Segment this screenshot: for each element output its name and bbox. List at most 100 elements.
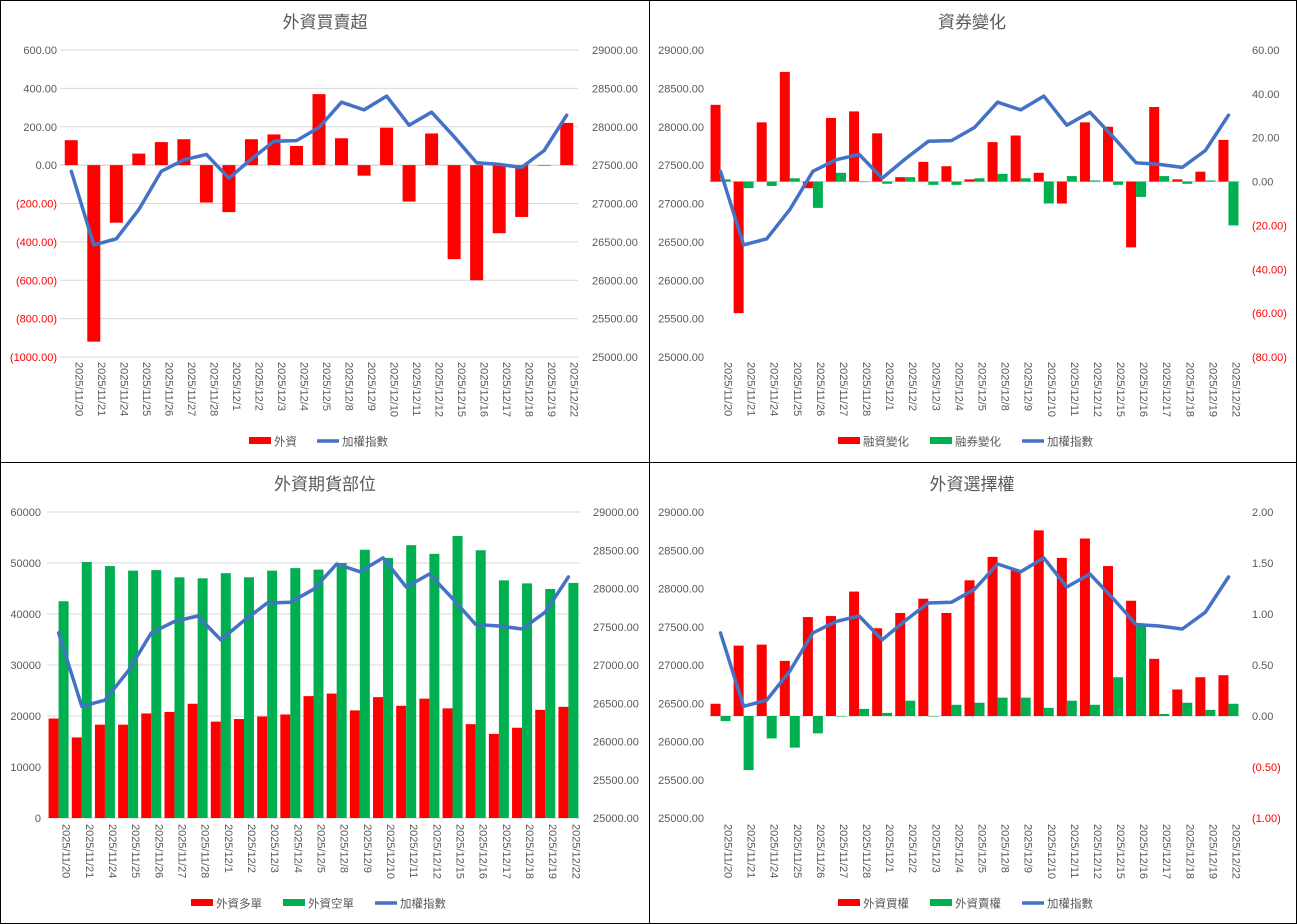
bar-secondary xyxy=(1228,703,1239,716)
bar-secondary xyxy=(1020,178,1031,182)
x-axis-date-label: 2025/11/26 xyxy=(814,362,826,416)
bar-primary xyxy=(312,94,326,166)
x-axis-date-label: 2025/11/21 xyxy=(83,824,95,878)
right-axis-tick-label: 27000.00 xyxy=(593,660,639,672)
bar-primary xyxy=(964,179,975,182)
right-axis-tick-label: 25500.00 xyxy=(592,314,638,326)
bar-primary xyxy=(1195,677,1206,716)
bar-primary xyxy=(1010,570,1021,716)
bar-primary xyxy=(87,165,101,342)
bar-secondary xyxy=(951,181,962,185)
left-axis-tick-label: 29000.00 xyxy=(658,45,704,57)
x-axis-date-label: 2025/12/11 xyxy=(1068,824,1080,878)
x-axis-date-label: 2025/12/18 xyxy=(1183,824,1195,879)
left-axis-tick-label: 26000.00 xyxy=(658,275,704,287)
bar-secondary xyxy=(220,573,231,818)
bar-primary xyxy=(1103,126,1114,182)
index-line xyxy=(56,556,571,709)
bar-secondary xyxy=(743,716,754,771)
x-axis-date-label: 2025/12/15 xyxy=(1114,824,1126,879)
bar-primary xyxy=(895,177,906,182)
bar-primary xyxy=(560,122,574,166)
legend-label: 加權指數 xyxy=(1047,897,1093,911)
left-axis-tick-label: (1000.00) xyxy=(10,352,57,364)
right-axis-tick-label: 29000.00 xyxy=(593,507,639,519)
left-axis-tick-label: (800.00) xyxy=(16,314,57,326)
left-axis-tick-label: 30000 xyxy=(10,660,41,672)
x-axis-date-label: 2025/12/16 xyxy=(1137,362,1149,417)
margin-change-chart: 資券變化 25000.00 25500.00 26000.00 26500.00 2700… xyxy=(658,13,1287,449)
left-axis-tick-label: 26000.00 xyxy=(658,737,704,749)
legend-label: 融資變化 xyxy=(863,435,909,449)
bar-secondary xyxy=(1043,181,1054,204)
bar-secondary xyxy=(835,172,846,182)
bar-primary xyxy=(419,698,430,818)
bar-primary xyxy=(257,716,268,818)
bar-secondary xyxy=(58,601,69,818)
index-line xyxy=(69,94,569,247)
bar-primary xyxy=(380,127,394,166)
bar-primary xyxy=(964,580,975,716)
bar-primary xyxy=(872,628,883,716)
bar-primary xyxy=(132,153,146,166)
left-axis-tick-label: 26500.00 xyxy=(658,698,704,710)
left-axis-tick-label: 40000 xyxy=(10,609,41,621)
right-axis-tick-label: 28000.00 xyxy=(592,122,638,134)
right-axis-tick-label: 28000.00 xyxy=(593,584,639,596)
x-axis-date-label: 2025/11/20 xyxy=(60,824,72,878)
right-axis-tick-label: 28500.00 xyxy=(593,545,639,557)
x-axis-date-label: 2025/12/17 xyxy=(1160,824,1172,879)
bar-secondary xyxy=(1159,713,1170,716)
bar-secondary xyxy=(81,561,92,818)
chart-panel-options: 外資選擇權 25000.00 25500.00 26000.00 26500.00 270… xyxy=(649,462,1297,924)
bar-primary xyxy=(1149,658,1160,716)
bar-secondary xyxy=(1182,181,1193,184)
bar-primary xyxy=(1103,566,1114,716)
legend-label: 外資 xyxy=(274,435,297,449)
x-axis-date-label: 2025/11/26 xyxy=(814,824,826,878)
x-axis-date-label: 2025/11/24 xyxy=(768,362,780,416)
bar-secondary xyxy=(859,708,870,716)
bar-secondary xyxy=(905,700,916,716)
x-axis-date-label: 2025/12/11 xyxy=(1068,362,1080,416)
x-axis-date-label: 2025/12/1 xyxy=(883,824,895,873)
bar-primary xyxy=(918,161,929,182)
x-axis-date-label: 2025/12/10 xyxy=(1045,362,1057,417)
x-axis-date-label: 2025/12/22 xyxy=(1229,362,1241,417)
bar-secondary xyxy=(174,577,185,818)
x-axis-date-label: 2025/11/24 xyxy=(768,824,780,878)
bar-secondary xyxy=(882,181,893,184)
legend-label: 外資多單 xyxy=(216,897,262,911)
bar-primary xyxy=(1218,675,1229,716)
right-axis-tick-label: 0.00 xyxy=(1252,177,1273,189)
x-axis-date-label: 2025/11/27 xyxy=(837,362,849,416)
right-axis-tick-label: (1.00) xyxy=(1252,813,1281,825)
x-axis-date-label: 2025/11/26 xyxy=(152,824,164,878)
x-axis-date-label: 2025/11/20 xyxy=(722,824,734,878)
x-axis-date-label: 2025/12/2 xyxy=(906,824,918,873)
right-axis-tick-label: 27000.00 xyxy=(592,199,638,211)
bar-secondary xyxy=(383,557,394,818)
legend-label: 融券變化 xyxy=(955,435,1001,449)
bar-primary xyxy=(733,645,744,716)
x-axis-date-label: 2025/11/24 xyxy=(106,824,118,878)
legend-label: 加權指數 xyxy=(342,435,388,449)
x-axis-date-label: 2025/12/9 xyxy=(1022,362,1034,411)
bar-primary xyxy=(1172,689,1183,716)
bar-secondary xyxy=(812,181,823,208)
left-axis-tick-label: 25500.00 xyxy=(658,775,704,787)
bar-primary xyxy=(779,71,790,182)
bar-primary xyxy=(733,181,744,314)
x-axis-date-label: 2025/12/1 xyxy=(230,362,242,411)
bar-primary xyxy=(1149,107,1160,182)
x-axis-date-label: 2025/12/17 xyxy=(500,362,512,417)
x-axis-date-label: 2025/12/4 xyxy=(952,362,964,411)
x-axis-date-label: 2025/11/20 xyxy=(722,362,734,416)
bar-secondary xyxy=(290,568,301,818)
bar-primary xyxy=(267,134,281,166)
bar-primary xyxy=(447,165,461,260)
x-axis-date-label: 2025/12/10 xyxy=(1045,824,1057,879)
bar-primary xyxy=(515,165,529,217)
x-axis-date-label: 2025/12/3 xyxy=(929,362,941,411)
